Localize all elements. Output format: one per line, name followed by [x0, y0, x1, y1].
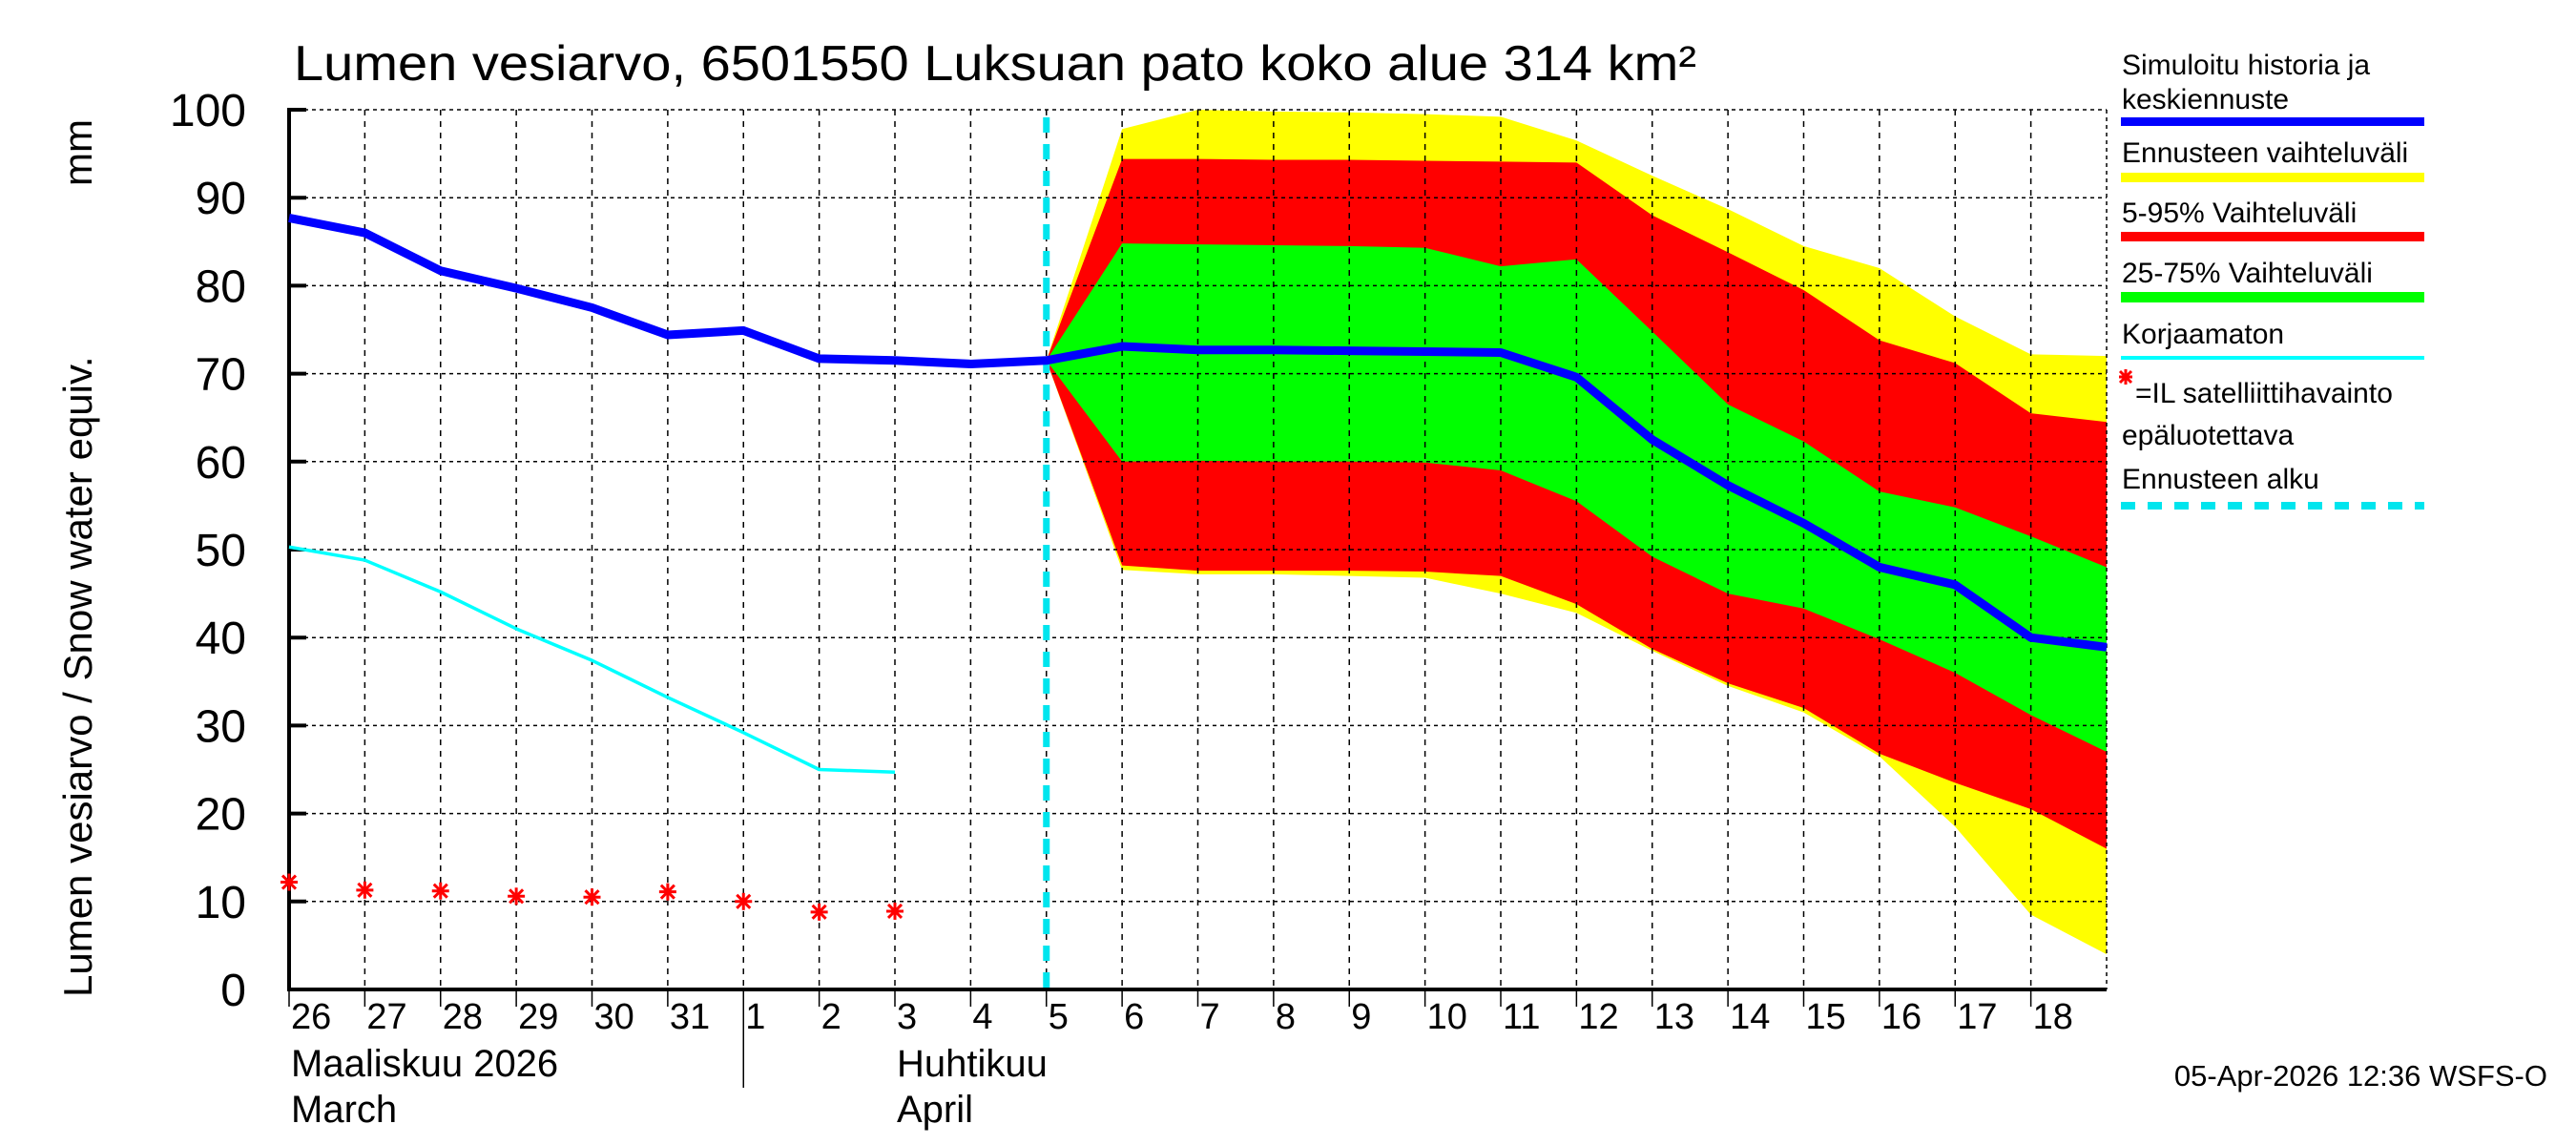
x-tick-label: 16 [1881, 997, 1922, 1037]
y-tick-label: 70 [196, 350, 246, 401]
band-2 [1046, 243, 2107, 753]
x-tick-label: 12 [1578, 997, 1618, 1037]
satellite-observation-marker [280, 873, 298, 891]
legend-uncorrected-swatch [2121, 356, 2424, 360]
x-tick-label: 5 [1049, 997, 1069, 1037]
satellite-observation-marker [886, 902, 904, 920]
y-tick-label: 30 [196, 701, 246, 752]
legend-p5-95-swatch [2121, 232, 2424, 241]
x-tick-label: 28 [443, 997, 483, 1037]
x-tick-label: 9 [1351, 997, 1371, 1037]
satellite-observation-marker [658, 883, 676, 901]
legend-sim-swatch [2121, 117, 2424, 126]
legend-p25-75-swatch [2121, 292, 2424, 302]
legend-uncorrected-label: Korjaamaton [2122, 319, 2284, 350]
x-tick-label: 1 [745, 997, 765, 1037]
star-stroke [811, 904, 827, 920]
y-tick-label: 80 [196, 261, 246, 312]
legend-range-label: Ennusteen vaihteluväli [2122, 137, 2408, 169]
satellite-observation-marker [356, 881, 374, 899]
month-label-en: March [291, 1089, 397, 1131]
x-tick-label: 3 [897, 997, 917, 1037]
x-tick-label: 18 [2033, 997, 2073, 1037]
y-tick-label: 60 [196, 438, 246, 489]
x-tick-label: 15 [1806, 997, 1846, 1037]
x-tick-label: 6 [1124, 997, 1144, 1037]
x-tick-label: 11 [1503, 997, 1540, 1037]
legend-sim-label-1: Simuloitu historia ja [2122, 50, 2370, 81]
satellite-observation-marker [508, 887, 526, 906]
satellite-observation-marker [583, 888, 601, 906]
x-tick-label: 10 [1427, 997, 1467, 1037]
legend-p25-75-label: 25-75% Vaihteluväli [2122, 258, 2373, 289]
y-axis-unit: mm [55, 119, 100, 186]
y-tick-label: 50 [196, 526, 246, 576]
legend-star-icon [2118, 369, 2133, 385]
uncorrected-line [288, 545, 896, 775]
x-tick-label: 17 [1957, 997, 1997, 1037]
x-tick-label: 4 [972, 997, 992, 1037]
y-tick-label: 40 [196, 614, 246, 664]
y-axis-label: Lumen vesiarvo / Snow water equiv. [55, 356, 100, 997]
legend-satellite-label-1: =IL satelliittihavainto [2135, 378, 2393, 409]
y-tick-label: 20 [196, 790, 246, 841]
star-stroke [584, 889, 600, 906]
footer-timestamp: 05-Apr-2026 12:36 WSFS-O [2174, 1059, 2547, 1093]
month-label: Huhtikuu [897, 1043, 1048, 1085]
y-tick-label: 90 [196, 174, 246, 224]
satellite-observation-marker [735, 892, 753, 910]
chart-title: Lumen vesiarvo, 6501550 Luksuan pato kok… [294, 36, 1696, 92]
legend: Simuloitu historia ja keskiennuste Ennus… [2118, 50, 2424, 510]
star-stroke [736, 893, 752, 909]
star-stroke [432, 883, 448, 899]
y-tick-label: 10 [196, 878, 246, 928]
legend-p5-95-label: 5-95% Vaihteluväli [2122, 198, 2357, 229]
y-tick-label: 100 [170, 86, 246, 136]
month-label: Maaliskuu 2026 [291, 1043, 558, 1085]
x-tick-label: 13 [1654, 997, 1694, 1037]
legend-satellite-label-2: epäluotettava [2122, 420, 2294, 451]
star-stroke [659, 884, 675, 900]
x-tick-label: 14 [1730, 997, 1770, 1037]
simulated-median-line [288, 213, 2108, 652]
month-label-en: April [897, 1089, 973, 1131]
y-tick-label: 0 [220, 966, 246, 1016]
x-tick-label: 31 [670, 997, 710, 1037]
x-tick-label: 30 [594, 997, 634, 1037]
legend-forecast-start-label: Ennusteen alku [2122, 464, 2319, 495]
x-tick-label: 2 [821, 997, 841, 1037]
x-tick-label: 27 [366, 997, 406, 1037]
star-stroke [280, 874, 298, 890]
x-tick-label: 8 [1276, 997, 1296, 1037]
x-tick-label: 7 [1200, 997, 1220, 1037]
star-stroke [509, 888, 525, 905]
star-stroke [357, 882, 373, 898]
satellite-observation-marker [810, 903, 828, 921]
x-tick-label: 29 [518, 997, 558, 1037]
satellite-observation-marker [431, 882, 449, 900]
star-stroke [886, 903, 904, 920]
x-tick-label: 26 [291, 997, 331, 1037]
legend-sim-label-2: keskiennuste [2122, 84, 2289, 115]
legend-range-swatch [2121, 173, 2424, 182]
